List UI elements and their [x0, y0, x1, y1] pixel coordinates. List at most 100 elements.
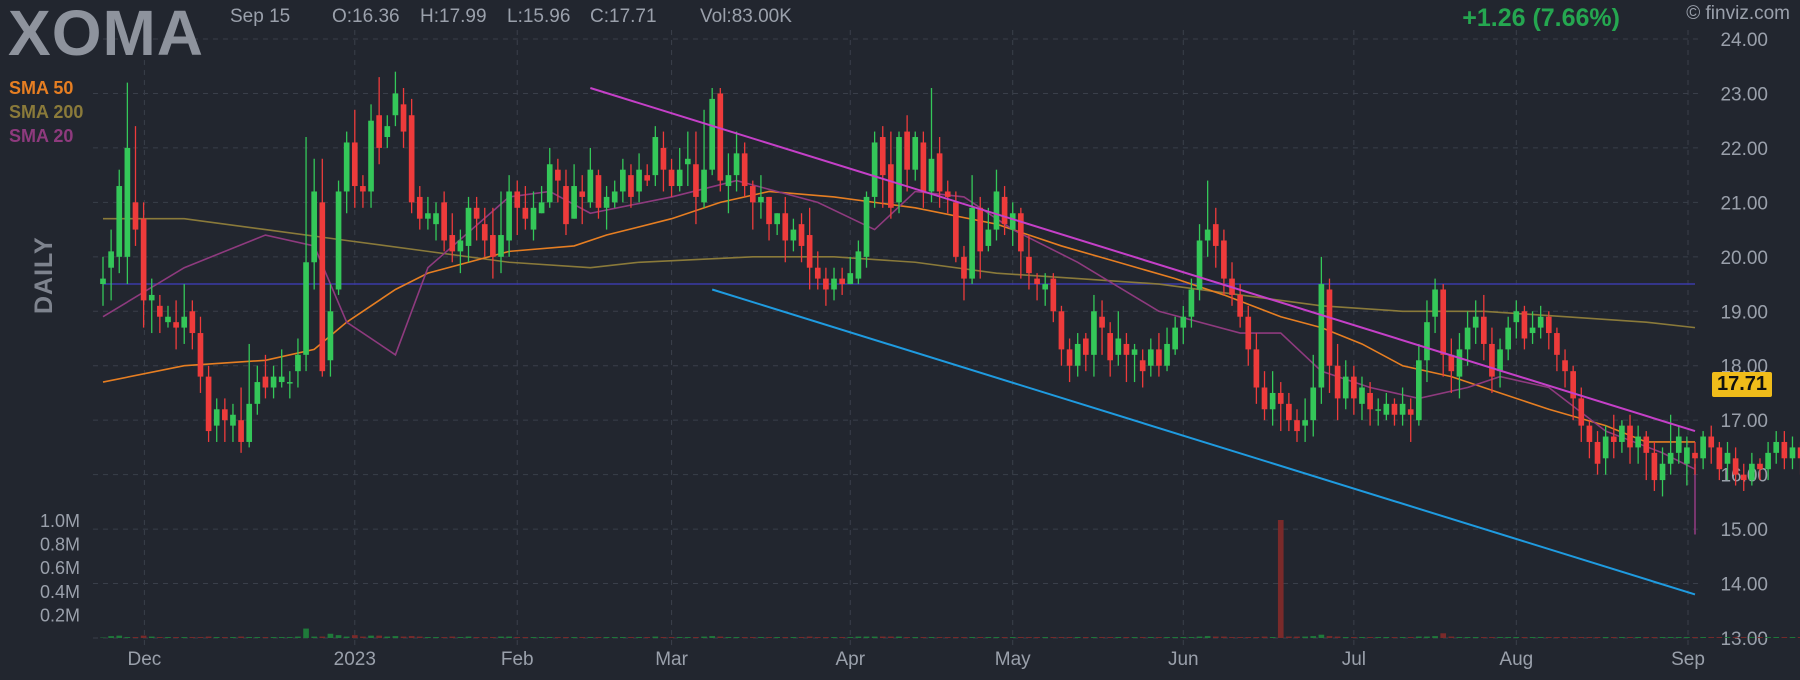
candle-body [644, 175, 651, 181]
candle-body [197, 333, 204, 377]
candle-body [1026, 256, 1032, 274]
candle-body [814, 267, 821, 279]
candle-body [189, 311, 196, 334]
volume-bar [1578, 637, 1585, 638]
volume-bar [1521, 637, 1528, 638]
candle-body [1058, 311, 1065, 350]
last-price-label: 17.71 [1712, 372, 1772, 397]
volume-bar [108, 636, 114, 638]
candle-body [173, 322, 179, 328]
candle-body [766, 196, 772, 225]
candle-body [1180, 316, 1187, 328]
volume-bar [733, 637, 740, 638]
candle-body [303, 262, 309, 355]
volume-bar [579, 637, 586, 638]
candle-body [1188, 289, 1195, 317]
candle-body [879, 137, 886, 176]
volume-bar [351, 635, 358, 638]
finviz-credit[interactable]: © finviz.com [1686, 3, 1790, 24]
volume-bar [847, 637, 854, 638]
y-tick-label: 22.00 [1720, 139, 1768, 160]
volume-bar [197, 637, 204, 638]
candle-body [1131, 349, 1138, 355]
volume-bar [977, 637, 984, 638]
volume-bar [1554, 637, 1560, 638]
candle-body [693, 164, 699, 197]
volume-bar [961, 637, 967, 638]
price-change: +1.26 (7.66%) [1462, 4, 1620, 32]
x-tick-label: Jul [1342, 649, 1366, 670]
volume-bar [481, 637, 488, 638]
volume-bar [888, 636, 894, 638]
candle-body [831, 278, 837, 290]
candle-body [1757, 463, 1763, 470]
candle-body [473, 207, 480, 219]
volume-bar [1009, 637, 1016, 638]
candle-body [490, 235, 496, 257]
volume-bar [360, 636, 366, 638]
volume-bar [1724, 637, 1731, 638]
candle-body [351, 142, 358, 187]
volume-bar [1269, 637, 1276, 638]
volume-bar [944, 637, 951, 638]
candle-body [1050, 278, 1057, 312]
close-value: C:17.71 [590, 6, 657, 27]
y-tick-label: 17.00 [1720, 411, 1768, 432]
volume-bar [782, 637, 789, 638]
candle-body [603, 196, 610, 208]
candle-body [977, 207, 984, 252]
candle-body [100, 278, 106, 285]
candle-body [660, 147, 667, 170]
volume-bar [1277, 520, 1284, 638]
candle-body [1505, 327, 1512, 350]
volume-bar [717, 636, 724, 638]
volume-tick-label: 0.2M [40, 605, 80, 625]
candle-body [124, 147, 131, 257]
candle-body [230, 414, 236, 426]
candle-body [1456, 349, 1463, 377]
candle-body [961, 256, 967, 279]
candle-body [1139, 360, 1146, 372]
volume-bar [587, 637, 594, 638]
volume-bar [904, 637, 910, 638]
volume-bar [1635, 637, 1641, 638]
candle-body [1107, 333, 1114, 361]
volume-bar [425, 637, 431, 638]
volume-bar [1643, 637, 1650, 638]
volume-bar [384, 636, 391, 638]
ticker-symbol: XOMA [8, 0, 204, 69]
candle-body [1042, 284, 1049, 290]
volume-bar [1480, 637, 1487, 638]
volume-bar [660, 637, 667, 638]
x-tick-label: Jun [1168, 649, 1199, 670]
candle-body [1367, 392, 1373, 410]
candle-body [278, 376, 285, 383]
y-tick-label: 19.00 [1720, 302, 1768, 323]
volume-bar [1066, 637, 1073, 638]
candle-body [1196, 240, 1203, 290]
candle-body [1286, 403, 1292, 421]
volume-bar [1212, 636, 1219, 638]
candle-body [1521, 311, 1528, 339]
candle-body [1537, 316, 1544, 328]
candle-body [1424, 322, 1430, 361]
volume-bar [806, 636, 813, 638]
candle-body [1448, 354, 1455, 372]
candle-body [1253, 349, 1260, 388]
candle-body [295, 354, 301, 372]
volume-bar [1326, 636, 1333, 638]
volume-bar [1594, 637, 1601, 638]
volume-bar [124, 637, 131, 638]
volume-tick-label: 0.4M [40, 582, 80, 602]
candle-body [376, 115, 382, 148]
candle-body [684, 158, 691, 165]
volume-bar [1196, 636, 1203, 638]
volume-bar [709, 636, 716, 638]
volume-bar [132, 637, 139, 638]
volume-bar [993, 637, 1000, 638]
volume-bar [1253, 637, 1260, 638]
volume-bar [522, 637, 529, 638]
volume-bar [684, 637, 691, 638]
candle-body [847, 273, 854, 285]
volume-bar [181, 637, 188, 638]
